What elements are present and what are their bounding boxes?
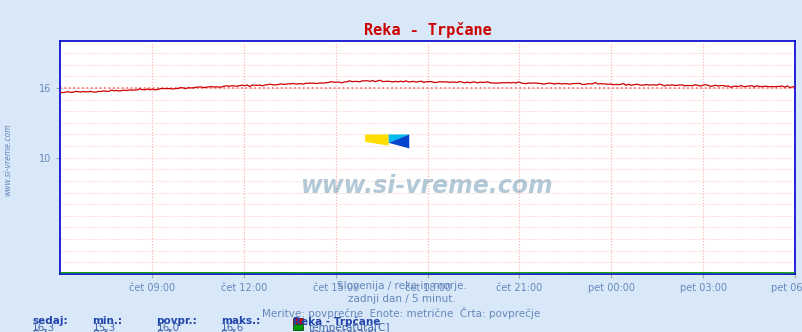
Title: Reka - Trpčane: Reka - Trpčane: [363, 22, 491, 38]
Text: Meritve: povprečne  Enote: metrične  Črta: povprečje: Meritve: povprečne Enote: metrične Črta:…: [262, 307, 540, 319]
Polygon shape: [388, 134, 409, 148]
Text: 15,3: 15,3: [92, 323, 115, 332]
Text: 16,3: 16,3: [32, 323, 55, 332]
Text: Slovenija / reke in morje.: Slovenija / reke in morje.: [336, 281, 466, 290]
Text: temperatura[C]: temperatura[C]: [309, 323, 390, 332]
Polygon shape: [365, 134, 388, 146]
Text: www.si-vreme.com: www.si-vreme.com: [3, 123, 13, 196]
Text: 0,1: 0,1: [221, 329, 237, 332]
Text: www.si-vreme.com: www.si-vreme.com: [301, 174, 553, 198]
Text: 0,1: 0,1: [156, 329, 173, 332]
Text: min.:: min.:: [92, 316, 122, 326]
Polygon shape: [388, 134, 409, 143]
Text: 0,1: 0,1: [92, 329, 109, 332]
Text: maks.:: maks.:: [221, 316, 260, 326]
Text: sedaj:: sedaj:: [32, 316, 67, 326]
Text: 16,0: 16,0: [156, 323, 180, 332]
Text: Reka - Trpčane: Reka - Trpčane: [293, 316, 380, 327]
Text: 16,6: 16,6: [221, 323, 244, 332]
Text: zadnji dan / 5 minut.: zadnji dan / 5 minut.: [347, 294, 455, 304]
Text: pretok[m3/s]: pretok[m3/s]: [309, 329, 376, 332]
Text: povpr.:: povpr.:: [156, 316, 197, 326]
Text: 0,1: 0,1: [32, 329, 49, 332]
